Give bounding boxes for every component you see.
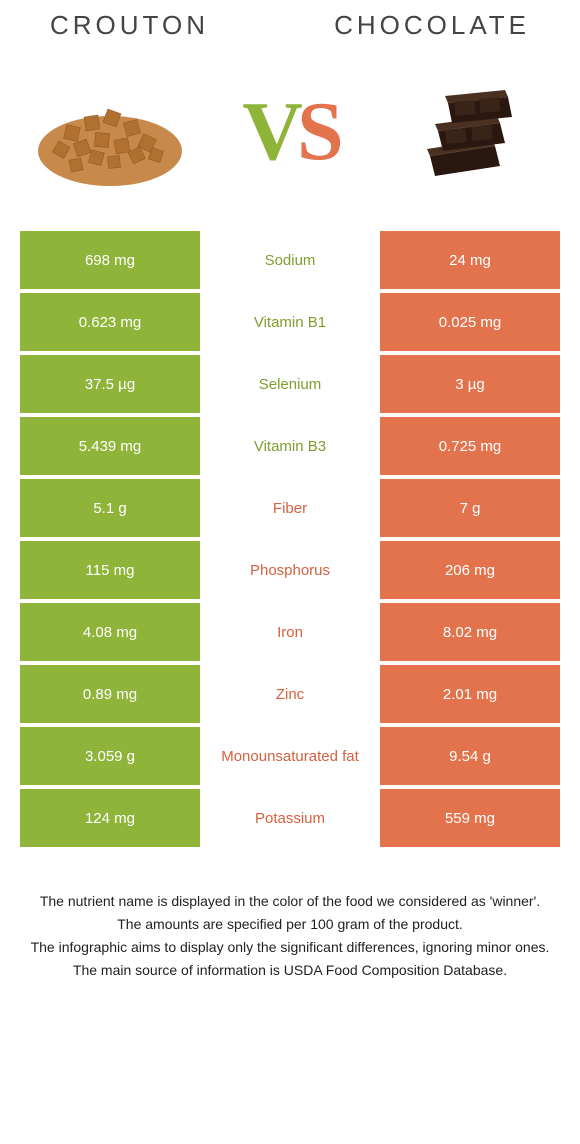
infographic: CROUTON CHOCOLATE <box>0 0 580 1023</box>
vs-label: V S <box>242 83 337 180</box>
chocolate-image <box>390 61 550 201</box>
nutrient-label: Phosphorus <box>200 541 380 599</box>
nutrient-label: Vitamin B1 <box>200 293 380 351</box>
nutrient-label: Potassium <box>200 789 380 847</box>
nutrient-label: Fiber <box>200 479 380 537</box>
vs-s: S <box>297 83 338 180</box>
table-row: 3.059 gMonounsaturated fat9.54 g <box>20 727 560 785</box>
left-value: 698 mg <box>20 231 200 289</box>
crouton-image <box>30 61 190 201</box>
header: CROUTON CHOCOLATE <box>20 10 560 51</box>
left-value: 4.08 mg <box>20 603 200 661</box>
left-value: 5.1 g <box>20 479 200 537</box>
table-row: 698 mgSodium24 mg <box>20 231 560 289</box>
left-value: 0.623 mg <box>20 293 200 351</box>
left-value: 0.89 mg <box>20 665 200 723</box>
title-left: CROUTON <box>50 10 209 41</box>
right-value: 7 g <box>380 479 560 537</box>
nutrient-label: Iron <box>200 603 380 661</box>
nutrient-label: Selenium <box>200 355 380 413</box>
left-value: 5.439 mg <box>20 417 200 475</box>
right-value: 0.725 mg <box>380 417 560 475</box>
table-row: 5.439 mgVitamin B30.725 mg <box>20 417 560 475</box>
table-row: 0.623 mgVitamin B10.025 mg <box>20 293 560 351</box>
right-value: 2.01 mg <box>380 665 560 723</box>
left-value: 124 mg <box>20 789 200 847</box>
right-value: 3 µg <box>380 355 560 413</box>
footer-line: The nutrient name is displayed in the co… <box>30 891 550 912</box>
table-row: 124 mgPotassium559 mg <box>20 789 560 847</box>
vs-v: V <box>242 83 297 180</box>
table-row: 37.5 µgSelenium3 µg <box>20 355 560 413</box>
hero: V S <box>20 51 560 231</box>
right-value: 0.025 mg <box>380 293 560 351</box>
left-value: 37.5 µg <box>20 355 200 413</box>
table-row: 4.08 mgIron8.02 mg <box>20 603 560 661</box>
table-row: 0.89 mgZinc2.01 mg <box>20 665 560 723</box>
table-row: 115 mgPhosphorus206 mg <box>20 541 560 599</box>
table-row: 5.1 gFiber7 g <box>20 479 560 537</box>
right-value: 206 mg <box>380 541 560 599</box>
left-value: 3.059 g <box>20 727 200 785</box>
comparison-table: 698 mgSodium24 mg0.623 mgVitamin B10.025… <box>20 231 560 847</box>
nutrient-label: Zinc <box>200 665 380 723</box>
left-value: 115 mg <box>20 541 200 599</box>
right-value: 24 mg <box>380 231 560 289</box>
nutrient-label: Monounsaturated fat <box>200 727 380 785</box>
title-right: CHOCOLATE <box>334 10 530 41</box>
footer-notes: The nutrient name is displayed in the co… <box>20 851 560 993</box>
right-value: 559 mg <box>380 789 560 847</box>
footer-line: The infographic aims to display only the… <box>30 937 550 958</box>
nutrient-label: Sodium <box>200 231 380 289</box>
footer-line: The main source of information is USDA F… <box>30 960 550 981</box>
footer-line: The amounts are specified per 100 gram o… <box>30 914 550 935</box>
nutrient-label: Vitamin B3 <box>200 417 380 475</box>
right-value: 9.54 g <box>380 727 560 785</box>
right-value: 8.02 mg <box>380 603 560 661</box>
